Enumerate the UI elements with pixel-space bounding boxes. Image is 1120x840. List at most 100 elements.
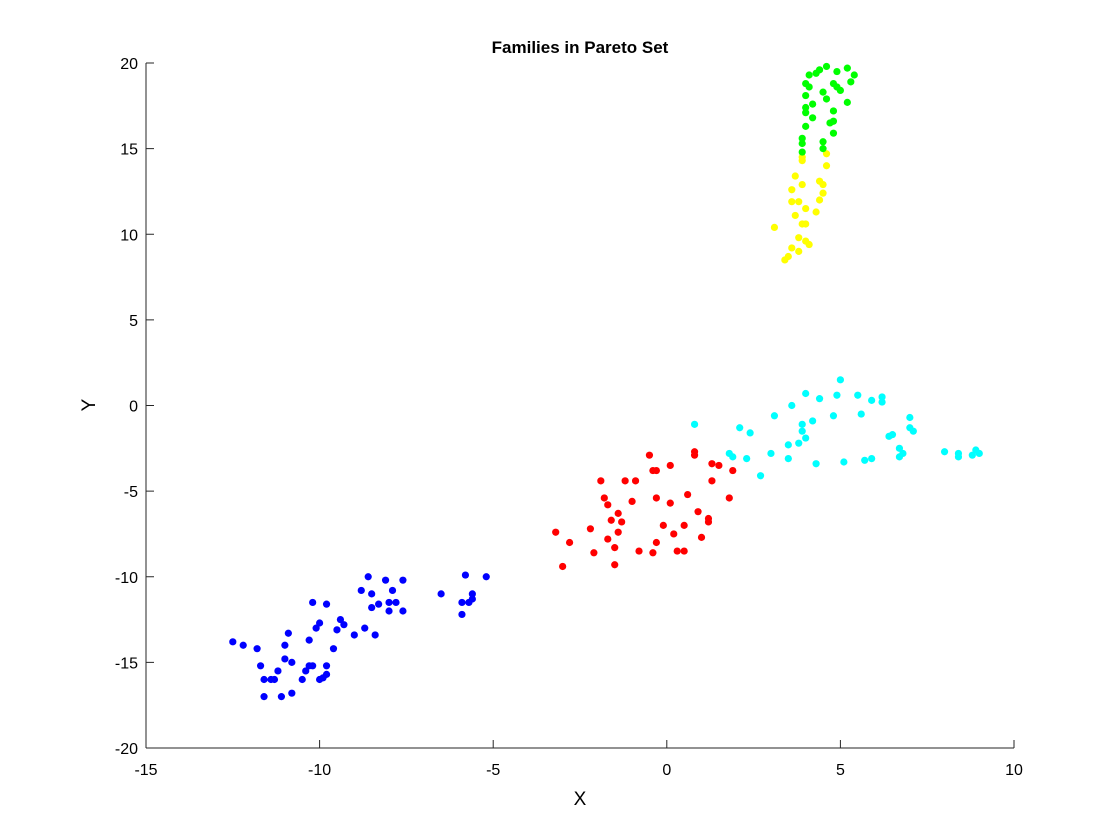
data-point [878,393,886,401]
data-point [805,83,813,91]
data-point [690,451,699,459]
data-point [458,598,466,607]
data-point [680,547,688,555]
data-point [350,631,358,639]
data-point [791,172,799,180]
data-point [652,538,660,547]
data-point [288,658,296,666]
data-point [385,607,393,615]
data-point [666,461,674,470]
data-point [840,458,848,466]
data-point [652,466,660,475]
data-point [666,499,674,507]
data-point [322,670,331,678]
data-point [312,624,320,632]
data-point [607,516,615,524]
data-point [284,629,292,637]
data-point [260,675,268,684]
data-point [895,444,904,452]
data-point [375,600,383,608]
data-point [784,252,792,261]
data-point [819,145,827,153]
data-point [253,645,261,653]
data-point [812,460,820,468]
data-point [798,134,806,142]
data-point [256,662,265,670]
data-point [909,427,917,435]
data-point [802,204,810,213]
data-point [690,420,699,428]
series-4 [770,150,831,264]
data-point [600,494,608,502]
data-point [305,636,313,644]
y-tick-label: 20 [120,56,138,73]
data-point [906,413,914,422]
data-point [392,598,400,607]
data-point [229,638,237,646]
data-point [767,449,775,458]
data-point [697,533,706,541]
data-point [743,454,751,463]
data-point [364,573,372,581]
data-point [329,645,338,653]
y-tick-label: 0 [129,399,138,416]
y-tick-label: -5 [124,484,138,501]
data-point [829,412,838,420]
data-point [795,198,803,206]
data-point [815,196,824,204]
data-point [868,396,876,404]
y-tick-label: -20 [115,741,138,758]
data-point [802,122,810,130]
y-tick-label: 5 [129,313,138,330]
data-point [684,490,692,499]
data-point [822,162,831,170]
data-point [458,610,466,619]
x-tick-label: 0 [662,762,671,779]
data-point [802,91,810,100]
data-point [590,549,598,557]
data-point [843,98,851,106]
data-point [815,66,824,74]
data-point [805,71,813,79]
data-point [302,667,310,675]
data-point [274,667,282,675]
data-point [461,571,470,579]
data-point [322,662,331,670]
data-point [618,518,626,526]
data-point [399,576,407,584]
data-point [288,689,296,697]
data-point [715,461,723,470]
data-point [802,220,810,228]
data-point [260,693,268,701]
data-point [878,398,886,406]
data-point [788,186,796,194]
data-point [361,624,369,632]
data-point [798,180,806,189]
data-point [809,100,817,108]
data-point [704,518,713,526]
data-point [861,456,869,464]
data-point [298,675,306,684]
data-point [322,600,331,608]
data-point [635,547,643,555]
data-point [770,412,779,420]
data-point [729,453,737,461]
data-point [388,586,397,595]
data-point [819,189,827,197]
series-3 [690,376,983,480]
data-point [888,431,897,439]
data-point [788,244,796,252]
data-point [795,247,803,255]
data-point [819,138,827,146]
data-point [788,198,796,206]
data-point [565,538,574,547]
data-point [829,117,838,125]
data-point [645,451,654,459]
data-point [798,139,806,148]
data-point [954,449,963,458]
data-point [770,223,779,231]
data-point [815,395,824,403]
data-point [694,508,702,516]
